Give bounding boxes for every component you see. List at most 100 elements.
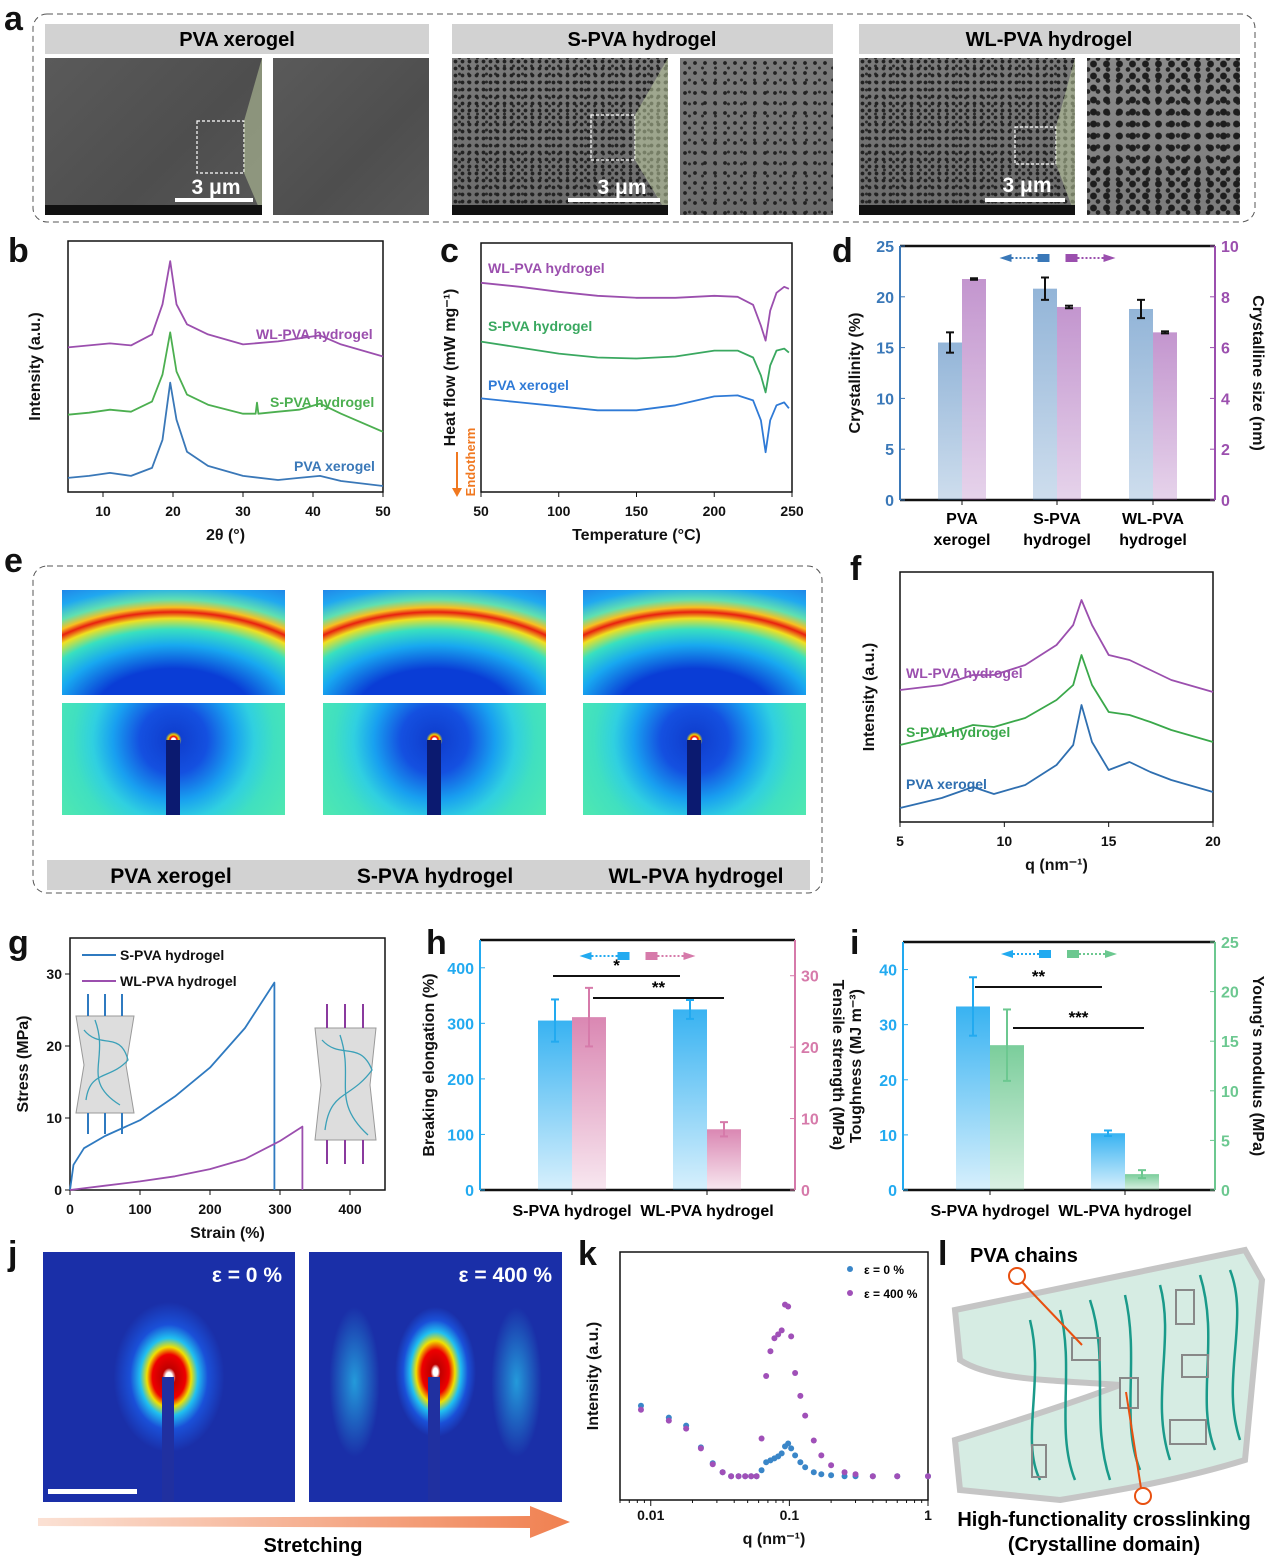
legend-swatch (617, 952, 630, 960)
significance-label: * (613, 956, 620, 975)
data-point (753, 1473, 760, 1480)
panel-a-title-bar (45, 24, 429, 54)
data-point (818, 1452, 825, 1459)
data-point (802, 1412, 809, 1419)
waxs-pattern-pva-xerogel (62, 590, 285, 695)
data-point (778, 1450, 785, 1457)
data-point (894, 1473, 901, 1480)
category-label: hydrogel (1023, 532, 1091, 549)
y-tick-label: 25 (876, 239, 894, 256)
series-line (899, 704, 1214, 809)
y-tick-label: 200 (447, 1072, 474, 1089)
y-tick-label: 0 (54, 1182, 62, 1198)
chart-panel-h: 0 100 200 300 400 0 10 20 30 Breaking elongation … (421, 938, 846, 1220)
series-label: WL-PVA hydrogel (120, 973, 237, 989)
y-tick-label: 40 (879, 963, 897, 980)
chart-panel-k: 0.01 0.1 1 q (nm⁻¹) Intensity (a.u.) ε = 0 % ε… (585, 1251, 932, 1548)
crystalline-domain-label: (Crystalline domain) (1008, 1534, 1200, 1556)
bar (956, 1006, 990, 1190)
series-label: S-PVA hydrogel (120, 947, 224, 963)
y2-tick-label: 20 (1221, 985, 1239, 1002)
bar (1033, 288, 1057, 500)
significance-label: ** (1032, 967, 1046, 986)
data-point (797, 1459, 804, 1466)
panel-letter-e: e (4, 542, 23, 580)
legend-swatch (645, 952, 658, 960)
zoom-projections (244, 58, 1075, 215)
saxs-pattern-pva-xerogel (62, 703, 285, 815)
waxs-pattern-s-pva-hydrogel (323, 590, 546, 695)
chart-panel-d: 0 5 10 15 20 25 0 2 4 6 8 10 Crystallinity (%) Crysta… (847, 239, 1266, 549)
scale-bar-label: 3 μm (191, 176, 240, 199)
data-point (828, 1462, 835, 1469)
panel-letter-c: c (440, 232, 459, 270)
category-label: hydrogel (1119, 532, 1187, 549)
legend-swatch (1037, 254, 1050, 262)
bar (673, 1009, 707, 1190)
saxs-pattern-strain-400 (309, 1252, 562, 1502)
y-tick-label: 20 (876, 290, 894, 307)
chart-panel-b: 10 20 30 40 50 2θ (°) Intensity (a.u.) PVA xero… (27, 240, 391, 544)
data-point (767, 1348, 774, 1355)
x-tick-label: 5 (896, 833, 904, 849)
y2-tick-label: 6 (1221, 341, 1230, 358)
data-point (852, 1471, 859, 1478)
strain-label-400: ε = 400 % (459, 1264, 553, 1287)
x-tick-label: 20 (1205, 833, 1221, 849)
data-point (785, 1440, 792, 1447)
series-label: PVA xerogel (488, 377, 569, 393)
panel-letter-i: i (850, 924, 859, 962)
zoom-region-box (1014, 126, 1057, 165)
legend-label: ε = 400 % (864, 1287, 918, 1301)
data-point (771, 1335, 778, 1342)
y2-tick-label: 5 (1221, 1133, 1230, 1150)
sem-s-pva-hydrogel-zoom (680, 58, 833, 215)
data-point (778, 1327, 785, 1334)
y-axis-label: Crystallinity (%) (847, 313, 864, 434)
x-tick-label: 50 (473, 503, 489, 519)
y2-tick-label: 0 (1221, 1183, 1230, 1200)
sem-wl-pva-hydrogel-zoom (1087, 58, 1240, 215)
x-tick-label: 100 (547, 503, 571, 519)
y-axis-label: Heat flow (mW mg⁻¹) (442, 289, 459, 447)
series-line (899, 599, 1214, 693)
data-point (719, 1469, 726, 1476)
y-tick-label: 5 (885, 442, 894, 459)
sem-s-pva-hydrogel (452, 58, 668, 215)
series-line (480, 340, 790, 394)
x-tick-label: 100 (128, 1201, 152, 1217)
data-point (792, 1452, 799, 1459)
x-tick-label: 400 (338, 1201, 362, 1217)
stretching-arrow-icon (38, 1506, 570, 1538)
y-tick-label: 30 (879, 1018, 897, 1035)
panel-e-title-bar (47, 860, 810, 890)
x-axis-label: q (nm⁻¹) (743, 1531, 806, 1548)
x-tick-label: 1 (924, 1507, 932, 1523)
y-tick-label: 0 (888, 1183, 897, 1200)
y-tick-label: 0 (885, 493, 894, 510)
data-point (788, 1445, 795, 1452)
chart-panel-f: 5 10 15 20 q (nm⁻¹) Intensity (a.u.) PVA xerog… (861, 571, 1221, 874)
x-tick-label: 20 (165, 503, 181, 519)
saxs-title-pva-xerogel: PVA xerogel (110, 865, 231, 888)
x-tick-label: 300 (268, 1201, 292, 1217)
arrow-left-icon (579, 952, 592, 960)
y-axis-label: Toughness (MJ m⁻³) (848, 989, 865, 1143)
sem-wl-pva-hydrogel (859, 58, 1075, 215)
series-label: PVA xerogel (906, 776, 987, 792)
x-tick-label: 10 (997, 833, 1013, 849)
chart-panel-g: 0 100 200 300 400 0 10 20 30 Strain (%) Stress (MP… (15, 937, 386, 1242)
series-label: S-PVA hydrogel (906, 724, 1010, 740)
x-tick-label: 10 (95, 503, 111, 519)
panel-a-frame (32, 13, 1256, 223)
plot-frame (480, 242, 793, 493)
legend-marker (847, 1266, 853, 1272)
significance-label: *** (1069, 1008, 1089, 1027)
data-point (735, 1473, 742, 1480)
data-point (758, 1467, 765, 1474)
y-tick-label: 20 (46, 1038, 62, 1054)
y2-axis-label: Crystalline size (nm) (1249, 295, 1266, 451)
x-tick-label: 250 (780, 503, 804, 519)
